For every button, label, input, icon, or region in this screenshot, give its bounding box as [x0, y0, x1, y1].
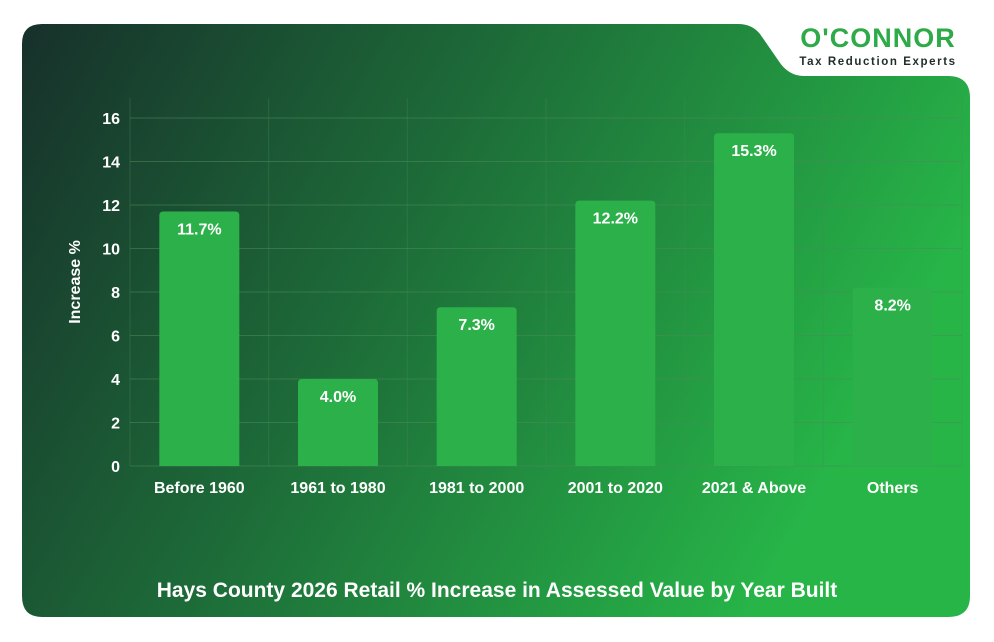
y-tick-label: 10	[102, 242, 120, 259]
x-tick-label: 2021 & Above	[702, 480, 806, 497]
brand-name: O'CONNOR	[800, 23, 955, 53]
y-tick-label: 14	[102, 155, 120, 172]
bar-value-label: 15.3%	[731, 143, 776, 160]
bar-value-label: 4.0%	[320, 389, 356, 406]
brand-logo: O'CONNOR Tax Reduction Experts	[799, 23, 956, 68]
bar	[714, 133, 794, 466]
gridlines	[129, 98, 963, 467]
y-tick-label: 16	[102, 111, 120, 128]
bar-value-label: 7.3%	[458, 317, 494, 334]
y-tick-label: 12	[102, 198, 120, 215]
value-labels: 11.7% 4.0% 7.3% 12.2% 15.3% 8.2%	[177, 143, 911, 406]
x-tick-label: Others	[867, 480, 919, 497]
y-tick-label: 0	[111, 459, 120, 476]
y-tick-label: 6	[111, 329, 120, 346]
x-tick-label: 2001 to 2020	[568, 480, 663, 497]
brand-tagline: Tax Reduction Experts	[799, 56, 956, 68]
y-axis-ticks: 0 2 4 6 8 10 12 14 16	[102, 111, 120, 476]
y-tick-label: 4	[111, 372, 120, 389]
x-tick-label: 1981 to 2000	[429, 480, 524, 497]
x-axis-ticks: Before 1960 1961 to 1980 1981 to 2000 2001 …	[154, 480, 919, 497]
bar	[575, 200, 656, 466]
x-tick-label: 1961 to 1980	[290, 480, 385, 497]
y-tick-label: 2	[111, 416, 120, 433]
bar-value-label: 11.7%	[177, 222, 221, 239]
bar	[852, 287, 933, 466]
bar	[159, 211, 240, 466]
bar	[298, 379, 378, 466]
y-axis-title: Increase %	[67, 240, 84, 324]
y-tick-label: 8	[111, 285, 120, 302]
bar-value-label: 12.2%	[593, 211, 638, 228]
bar	[436, 307, 517, 466]
bar-series	[159, 133, 933, 466]
x-tick-label: Before 1960	[154, 480, 245, 497]
chart-title: Hays County 2026 Retail % Increase in As…	[157, 579, 838, 602]
bar-value-label: 8.2%	[874, 298, 910, 315]
